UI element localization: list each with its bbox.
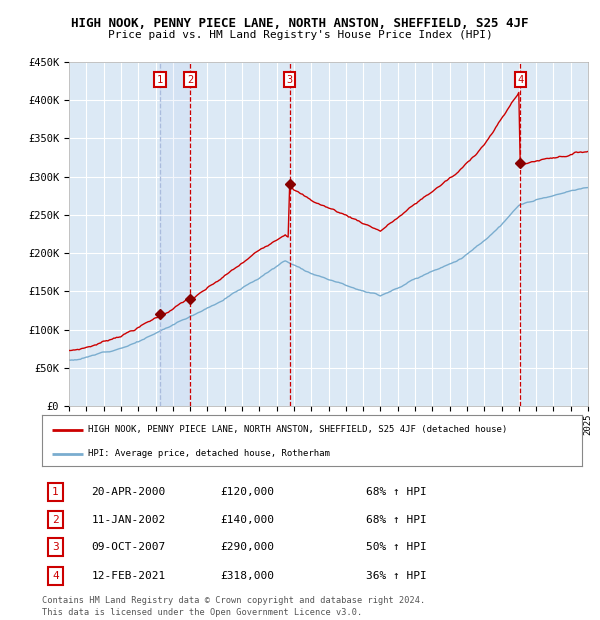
Text: 2: 2 <box>52 515 59 525</box>
Text: 50% ↑ HPI: 50% ↑ HPI <box>366 542 427 552</box>
Text: 3: 3 <box>52 542 59 552</box>
Text: Contains HM Land Registry data © Crown copyright and database right 2024.: Contains HM Land Registry data © Crown c… <box>42 596 425 606</box>
Text: £140,000: £140,000 <box>220 515 274 525</box>
Text: 09-OCT-2007: 09-OCT-2007 <box>91 542 166 552</box>
Text: £290,000: £290,000 <box>220 542 274 552</box>
Text: 3: 3 <box>286 74 293 84</box>
Text: HPI: Average price, detached house, Rotherham: HPI: Average price, detached house, Roth… <box>88 449 330 458</box>
Text: 11-JAN-2002: 11-JAN-2002 <box>91 515 166 525</box>
Text: 12-FEB-2021: 12-FEB-2021 <box>91 572 166 582</box>
Text: 68% ↑ HPI: 68% ↑ HPI <box>366 487 427 497</box>
Text: 68% ↑ HPI: 68% ↑ HPI <box>366 515 427 525</box>
Text: Price paid vs. HM Land Registry's House Price Index (HPI): Price paid vs. HM Land Registry's House … <box>107 30 493 40</box>
Text: 4: 4 <box>517 74 523 84</box>
Text: 20-APR-2000: 20-APR-2000 <box>91 487 166 497</box>
Text: HIGH NOOK, PENNY PIECE LANE, NORTH ANSTON, SHEFFIELD, S25 4JF (detached house): HIGH NOOK, PENNY PIECE LANE, NORTH ANSTO… <box>88 425 507 434</box>
Text: 1: 1 <box>157 74 163 84</box>
Text: 4: 4 <box>52 572 59 582</box>
Text: 1: 1 <box>52 487 59 497</box>
Text: 36% ↑ HPI: 36% ↑ HPI <box>366 572 427 582</box>
Text: HIGH NOOK, PENNY PIECE LANE, NORTH ANSTON, SHEFFIELD, S25 4JF: HIGH NOOK, PENNY PIECE LANE, NORTH ANSTO… <box>71 17 529 30</box>
Text: This data is licensed under the Open Government Licence v3.0.: This data is licensed under the Open Gov… <box>42 608 362 617</box>
Text: 2: 2 <box>187 74 193 84</box>
Bar <box>160 62 190 406</box>
Text: £318,000: £318,000 <box>220 572 274 582</box>
Text: £120,000: £120,000 <box>220 487 274 497</box>
